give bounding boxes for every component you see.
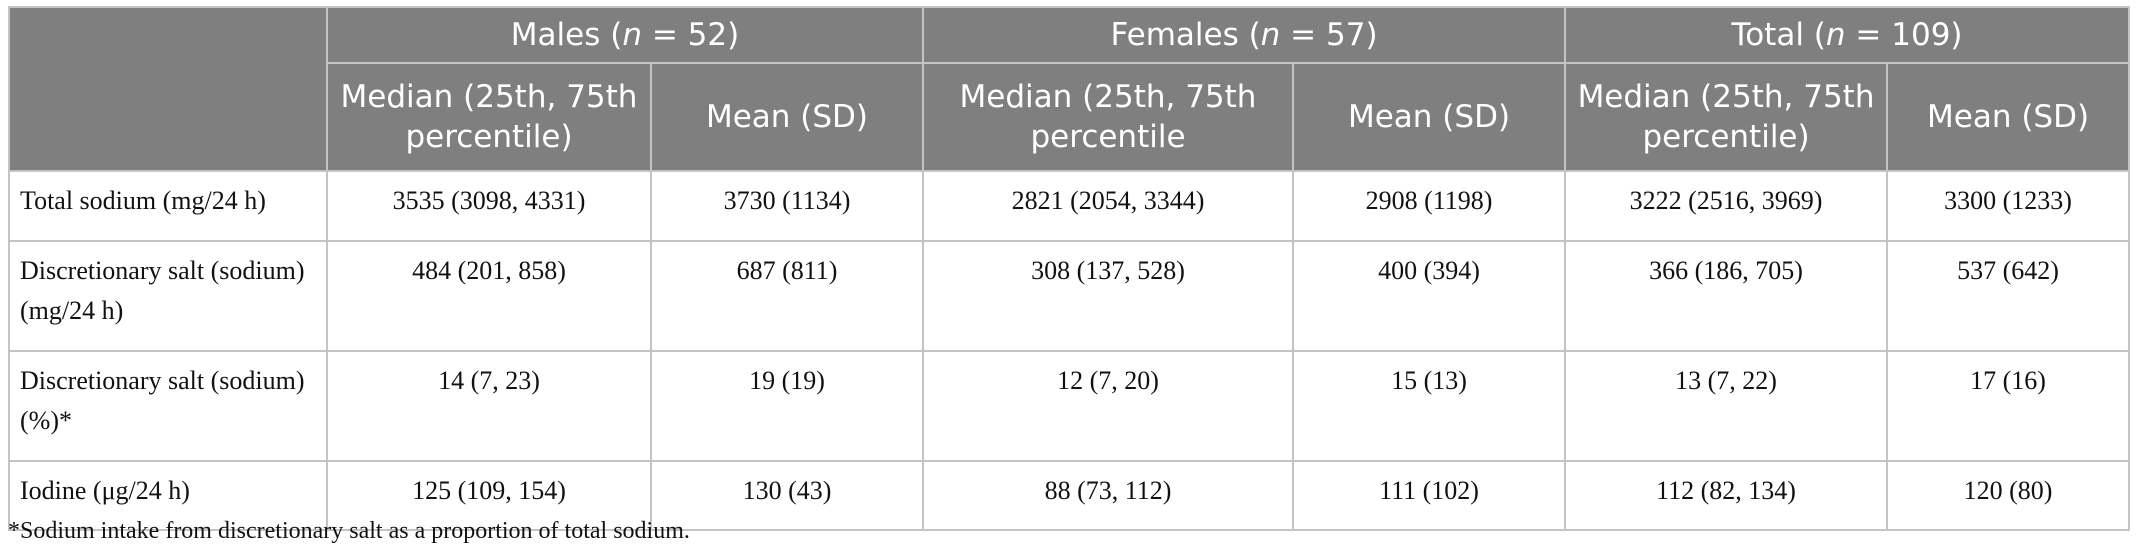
table-cell: 537 (642)	[1886, 240, 2131, 352]
table-cell: 3300 (1233)	[1886, 170, 2131, 242]
table-cell: 400 (394)	[1292, 240, 1567, 352]
subheader-females-median: Median (25th, 75th percentile	[922, 62, 1295, 172]
table-cell: 12 (7, 20)	[922, 350, 1295, 462]
table-cell: 687 (811)	[649, 240, 925, 352]
table-cell: 484 (201, 858)	[326, 240, 652, 352]
subheader-males-mean: Mean (SD)	[649, 62, 925, 172]
table-cell: 366 (186, 705)	[1564, 240, 1889, 352]
header-total-prefix: Total (	[1731, 17, 1826, 53]
table-cell: 19 (19)	[649, 350, 925, 462]
header-females-suffix: = 57)	[1280, 17, 1378, 53]
header-males-n: n	[622, 17, 642, 53]
subheader-males-median: Median (25th, 75th percentile)	[326, 62, 652, 172]
row-label: Total sodium (mg/24 h)	[8, 170, 328, 242]
table-cell: 2821 (2054, 3344)	[922, 170, 1295, 242]
table-body: Total sodium (mg/24 h) 3535 (3098, 4331)…	[8, 170, 2131, 531]
row-label: Discretionary salt (sodium) (%)*	[8, 350, 328, 462]
header-total-n: n	[1825, 17, 1846, 53]
header-females: Females (n = 57)	[922, 6, 1567, 64]
table-cell: 120 (80)	[1886, 460, 2131, 531]
row-label: Discretionary salt (sodium) (mg/24 h)	[8, 240, 328, 352]
table-footnote: *Sodium intake from discretionary salt a…	[8, 518, 690, 544]
table-cell: 15 (13)	[1292, 350, 1567, 462]
header-females-n: n	[1260, 17, 1281, 53]
header-females-prefix: Females (	[1110, 17, 1261, 53]
data-table: Males (n = 52) Females (n = 57) Total (n…	[8, 6, 2131, 531]
table-cell: 3222 (2516, 3969)	[1564, 170, 1889, 242]
table-row: Iodine (μg/24 h) 125 (109, 154) 130 (43)…	[8, 460, 2131, 531]
table-cell: 2908 (1198)	[1292, 170, 1567, 242]
table-row: Discretionary salt (sodium) (mg/24 h) 48…	[8, 240, 2131, 352]
header-total-suffix: = 109)	[1845, 17, 1963, 53]
table-cell: 130 (43)	[649, 460, 925, 531]
table-row: Discretionary salt (sodium) (%)* 14 (7, …	[8, 350, 2131, 462]
table-cell: 125 (109, 154)	[326, 460, 652, 531]
table-cell: 13 (7, 22)	[1564, 350, 1889, 462]
table-cell: 14 (7, 23)	[326, 350, 652, 462]
table-cell: 3730 (1134)	[649, 170, 925, 242]
table-cell: 111 (102)	[1292, 460, 1567, 531]
header-group-row: Males (n = 52) Females (n = 57) Total (n…	[8, 6, 2131, 172]
subheader-females-mean: Mean (SD)	[1292, 62, 1567, 172]
table-cell: 88 (73, 112)	[922, 460, 1295, 531]
table-cell: 308 (137, 528)	[922, 240, 1295, 352]
header-sub-row: Median (25th, 75th percentile) Mean (SD)…	[9, 62, 2131, 172]
table-cell: 112 (82, 134)	[1564, 460, 1889, 531]
header-total: Total (n = 109)	[1564, 6, 2131, 64]
subheader-total-median: Median (25th, 75th percentile)	[1564, 62, 1889, 172]
row-label: Iodine (μg/24 h)	[8, 460, 328, 531]
table-header: Males (n = 52) Females (n = 57) Total (n…	[8, 6, 2131, 172]
header-males-prefix: Males (	[510, 17, 623, 53]
header-males-suffix: = 52)	[641, 17, 740, 53]
table-cell: 17 (16)	[1886, 350, 2131, 462]
table-row: Total sodium (mg/24 h) 3535 (3098, 4331)…	[8, 170, 2131, 242]
header-males: Males (n = 52)	[325, 6, 925, 64]
subheader-total-mean: Mean (SD)	[1886, 62, 2131, 172]
table-cell: 3535 (3098, 4331)	[326, 170, 652, 242]
header-empty-cell	[8, 6, 328, 172]
